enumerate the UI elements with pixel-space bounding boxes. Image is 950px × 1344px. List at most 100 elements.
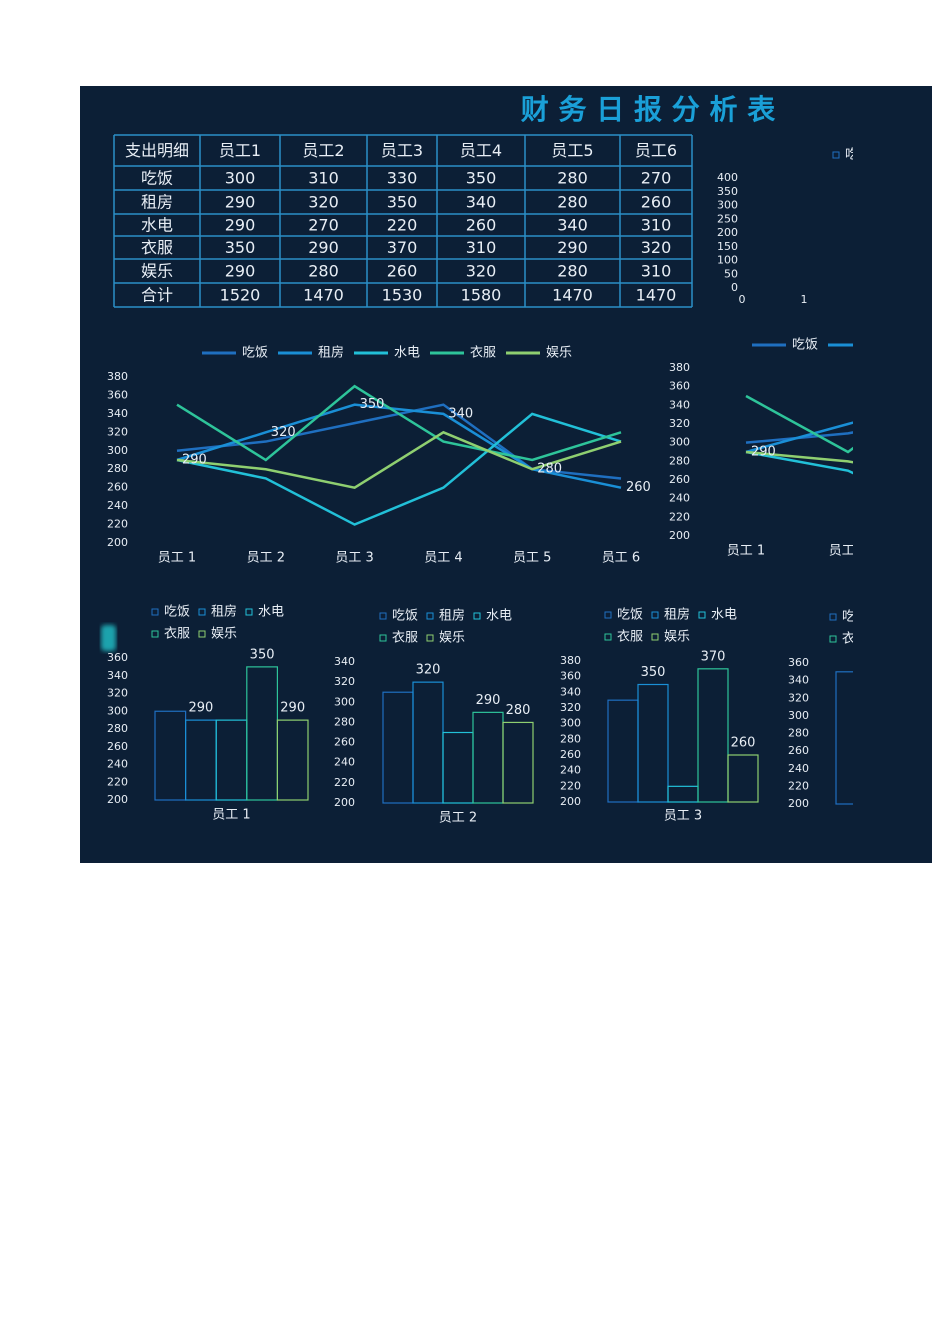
data-label: 290 <box>280 701 305 716</box>
legend-label: 娱乐 <box>439 631 465 646</box>
legend-marker <box>426 634 434 642</box>
legend-label: 吃饭 <box>164 604 190 620</box>
y-tick-label: 260 <box>788 744 809 757</box>
legend-label: 水电 <box>936 610 950 625</box>
legend-label: 衣服 <box>470 345 496 361</box>
y-tick-label: 340 <box>669 398 690 411</box>
table-cell: 290 <box>225 193 256 212</box>
y-tick-label: 320 <box>107 425 128 438</box>
table-cell: 310 <box>466 238 497 257</box>
legend-label: 娱乐 <box>211 627 237 642</box>
bar <box>835 671 853 805</box>
data-label: 350 <box>641 665 666 680</box>
x-tick-label: 员工 3 <box>931 544 950 559</box>
legend-marker <box>151 630 159 638</box>
legend-label: 衣服 <box>842 631 868 647</box>
data-label: 350 <box>250 647 275 662</box>
legend-marker <box>832 151 840 159</box>
y-tick-label: 300 <box>107 444 128 457</box>
legend-marker <box>698 611 706 619</box>
bar <box>697 668 729 803</box>
table-cell: 340 <box>466 193 497 212</box>
y-tick-label: 280 <box>334 715 355 728</box>
y-tick-label: 100 <box>717 254 738 267</box>
bar <box>637 683 669 803</box>
table-header: 员工2 <box>302 141 344 160</box>
series-line <box>745 431 853 444</box>
legend-marker <box>198 608 206 616</box>
y-tick-label: 200 <box>334 796 355 809</box>
table-cell: 290 <box>308 238 339 257</box>
y-tick-label: 240 <box>788 762 809 775</box>
series-line <box>745 421 853 454</box>
legend-marker <box>379 612 387 620</box>
y-tick-label: 360 <box>560 670 581 683</box>
legend-marker <box>651 633 659 641</box>
legend-marker <box>379 634 387 642</box>
x-tick-label: 员工 4 <box>424 551 462 566</box>
legend-marker <box>829 613 837 621</box>
legend-marker <box>651 611 659 619</box>
legend-label: 租房 <box>318 345 344 361</box>
y-tick-label: 340 <box>788 674 809 687</box>
legend-label: 娱乐 <box>546 346 572 361</box>
table-header: 员工1 <box>219 141 261 160</box>
y-tick-label: 340 <box>107 407 128 420</box>
x-tick-label: 员工 1 <box>727 544 765 559</box>
table-cell: 310 <box>641 262 672 281</box>
legend-label: 水电 <box>486 609 512 624</box>
y-tick-label: 280 <box>669 454 690 467</box>
table-cell: 270 <box>308 216 339 235</box>
panel <box>80 86 932 863</box>
y-tick-label: 280 <box>107 722 128 735</box>
table-cell: 320 <box>308 193 339 212</box>
series-line <box>745 450 853 464</box>
legend-marker <box>426 612 434 620</box>
data-label: 290 <box>476 693 501 708</box>
x-tick-label: 1 <box>801 293 808 306</box>
y-tick-label: 400 <box>717 171 738 184</box>
table-cell: 370 <box>387 238 418 257</box>
table-cell: 1470 <box>552 286 593 305</box>
table-header: 员工6 <box>635 141 677 160</box>
y-tick-label: 300 <box>788 709 809 722</box>
table-cell: 水电 <box>141 216 173 235</box>
table-header: 员工4 <box>460 141 502 160</box>
table-cell: 220 <box>387 216 418 235</box>
decoration <box>101 625 116 651</box>
series-line <box>745 394 853 454</box>
y-tick-label: 220 <box>788 779 809 792</box>
page-title: 财 务 日 报 分 析 表 <box>521 93 776 126</box>
y-tick-label: 340 <box>107 669 128 682</box>
legend-label: 吃饭 <box>842 609 868 625</box>
y-tick-label: 320 <box>669 417 690 430</box>
y-tick-label: 380 <box>560 654 581 667</box>
y-tick-label: 200 <box>669 529 690 542</box>
table-cell: 合计 <box>141 286 173 305</box>
data-label: 260 <box>731 736 756 751</box>
table-cell: 280 <box>557 262 588 281</box>
y-tick-label: 200 <box>107 793 128 806</box>
data-label: 320 <box>271 425 296 440</box>
table-cell: 340 <box>557 216 588 235</box>
table-cell: 320 <box>641 238 672 257</box>
table-cell: 350 <box>225 238 256 257</box>
table-cell: 350 <box>466 169 497 188</box>
legend-label: 衣服 <box>392 630 418 646</box>
x-tick-label: 员工 1 <box>212 808 250 823</box>
table-cell: 280 <box>308 262 339 281</box>
x-tick-label: 员工 1 <box>158 551 196 566</box>
legend-label: 水电 <box>258 605 284 620</box>
series-line <box>176 412 622 526</box>
legend-marker <box>151 608 159 616</box>
legend-label: 租房 <box>664 607 690 623</box>
y-tick-label: 260 <box>560 748 581 761</box>
legend-label: 吃饭 <box>617 607 643 623</box>
y-tick-label: 300 <box>560 717 581 730</box>
y-tick-label: 150 <box>717 240 738 253</box>
y-tick-label: 200 <box>717 226 738 239</box>
x-tick-label: 员工 3 <box>335 551 373 566</box>
y-tick-label: 250 <box>717 212 738 225</box>
table-cell: 1580 <box>461 286 502 305</box>
